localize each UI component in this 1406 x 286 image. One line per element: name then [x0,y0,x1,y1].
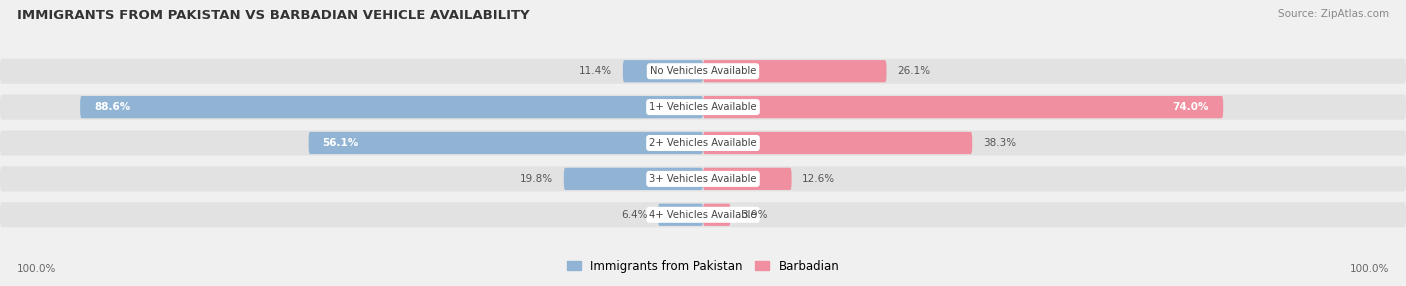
FancyBboxPatch shape [703,60,886,82]
FancyBboxPatch shape [703,132,973,154]
Text: No Vehicles Available: No Vehicles Available [650,66,756,76]
FancyBboxPatch shape [703,204,731,226]
Text: 4+ Vehicles Available: 4+ Vehicles Available [650,210,756,220]
Text: 88.6%: 88.6% [94,102,131,112]
FancyBboxPatch shape [0,202,1406,227]
FancyBboxPatch shape [658,204,703,226]
Text: 100.0%: 100.0% [17,264,56,274]
Text: 1+ Vehicles Available: 1+ Vehicles Available [650,102,756,112]
Text: 74.0%: 74.0% [1173,102,1209,112]
Text: 6.4%: 6.4% [621,210,647,220]
Text: 3.9%: 3.9% [741,210,768,220]
Text: 19.8%: 19.8% [520,174,554,184]
Text: 56.1%: 56.1% [322,138,359,148]
FancyBboxPatch shape [564,168,703,190]
Text: 38.3%: 38.3% [983,138,1017,148]
Text: 100.0%: 100.0% [1350,264,1389,274]
FancyBboxPatch shape [80,96,703,118]
FancyBboxPatch shape [0,59,1406,84]
FancyBboxPatch shape [703,96,1223,118]
Text: 12.6%: 12.6% [801,174,835,184]
FancyBboxPatch shape [703,168,792,190]
Text: 2+ Vehicles Available: 2+ Vehicles Available [650,138,756,148]
FancyBboxPatch shape [0,166,1406,191]
FancyBboxPatch shape [308,132,703,154]
Text: 26.1%: 26.1% [897,66,931,76]
Legend: Immigrants from Pakistan, Barbadian: Immigrants from Pakistan, Barbadian [562,255,844,277]
Text: Source: ZipAtlas.com: Source: ZipAtlas.com [1278,9,1389,19]
Text: 3+ Vehicles Available: 3+ Vehicles Available [650,174,756,184]
FancyBboxPatch shape [0,130,1406,156]
Text: IMMIGRANTS FROM PAKISTAN VS BARBADIAN VEHICLE AVAILABILITY: IMMIGRANTS FROM PAKISTAN VS BARBADIAN VE… [17,9,530,21]
FancyBboxPatch shape [623,60,703,82]
FancyBboxPatch shape [0,95,1406,120]
Text: 11.4%: 11.4% [579,66,613,76]
